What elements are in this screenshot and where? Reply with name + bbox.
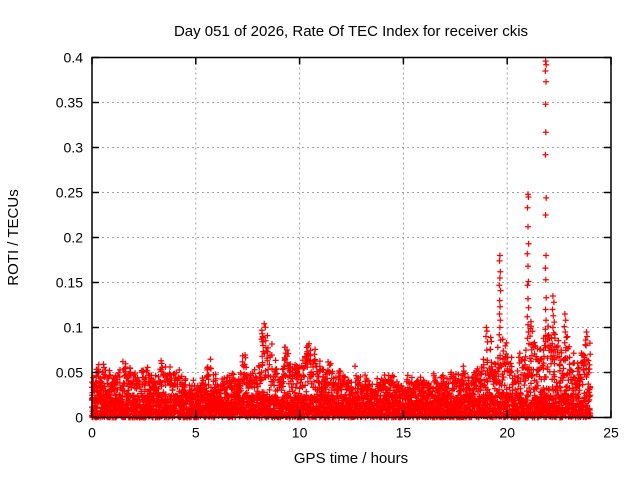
y-tick-label: 0.1 [64,320,84,336]
axis-ticks [91,56,612,419]
y-tick-labels: 0 0.05 0.1 0.15 0.2 0.25 0.3 0.35 0.4 [56,50,83,426]
gridlines [92,57,611,418]
y-tick-label: 0.4 [64,50,84,66]
y-tick-label: 0.05 [56,365,83,381]
x-tick-labels: 0 5 10 15 20 25 [88,425,619,441]
y-tick-label: 0.25 [56,185,83,201]
x-tick-label: 0 [88,425,96,441]
y-tick-label: 0.35 [56,95,83,111]
x-tick-label: 25 [603,425,619,441]
x-tick-label: 5 [192,425,200,441]
y-tick-label: 0.15 [56,275,83,291]
y-tick-label: 0.3 [64,140,84,156]
chart-title: Day 051 of 2026, Rate Of TEC Index for r… [174,23,528,40]
x-tick-label: 20 [499,425,515,441]
x-axis-label: GPS time / hours [294,450,408,467]
data-points [89,58,594,421]
x-tick-label: 10 [292,425,308,441]
y-tick-label: 0 [75,410,83,426]
y-axis-label: ROTI / TECUs [5,189,22,285]
scatter-markers [89,58,594,421]
x-tick-label: 15 [396,425,412,441]
y-tick-label: 0.2 [64,230,84,246]
